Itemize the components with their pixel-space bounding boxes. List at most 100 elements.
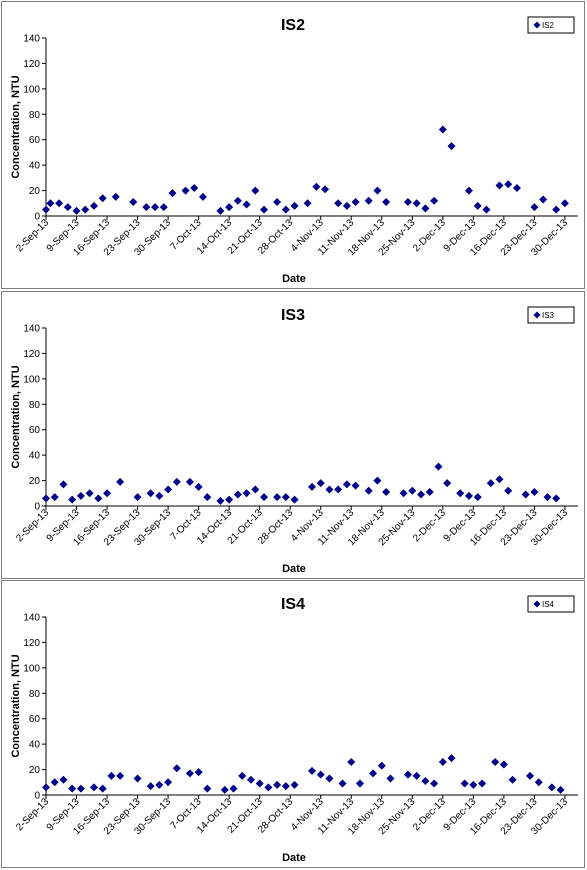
data-point	[382, 488, 391, 497]
data-point	[216, 496, 225, 505]
y-tick-label: 120	[23, 59, 40, 70]
data-point	[89, 201, 98, 210]
data-point	[351, 198, 360, 207]
data-point	[46, 199, 55, 208]
data-point	[172, 764, 181, 773]
data-point	[495, 475, 504, 484]
data-point	[233, 196, 242, 205]
x-axis-label: Date	[282, 563, 306, 575]
data-point	[185, 477, 194, 486]
data-point	[342, 480, 351, 489]
data-point	[194, 482, 203, 491]
data-point	[72, 206, 81, 215]
data-point	[59, 775, 68, 784]
data-point	[185, 769, 194, 778]
data-point	[364, 486, 373, 495]
data-point	[530, 203, 539, 212]
data-point	[155, 491, 164, 500]
y-tick-label: 60	[29, 135, 41, 146]
data-point	[164, 778, 173, 787]
data-point	[238, 771, 247, 780]
x-axis-label: Date	[282, 273, 306, 285]
data-point	[417, 490, 426, 499]
data-point	[430, 779, 439, 788]
data-point	[260, 493, 269, 502]
legend-marker	[533, 600, 541, 608]
y-tick-label: 100	[23, 663, 40, 674]
data-point	[438, 125, 447, 134]
y-tick-label: 140	[23, 324, 40, 335]
chart-is2: IS20204060801001201402-Sep-139-Sep-1316-…	[10, 16, 578, 285]
legend-label: IS4	[542, 600, 555, 609]
y-tick-label: 20	[29, 186, 41, 197]
data-point	[264, 783, 273, 792]
chart-panel-is4: IS4 0 20 40 60 80 100 120 140 2-Sep-13 9-Sep-13 16-…	[1, 580, 585, 868]
data-point	[425, 488, 434, 497]
data-point	[464, 186, 473, 195]
data-point	[421, 777, 430, 786]
data-point	[255, 779, 264, 788]
data-point	[251, 186, 260, 195]
data-point	[225, 495, 234, 504]
data-point	[382, 198, 391, 207]
y-tick-label: 80	[29, 110, 41, 121]
x-axis-label: Date	[282, 852, 306, 864]
data-point	[547, 783, 556, 792]
data-point	[499, 760, 508, 769]
y-tick-label: 60	[29, 714, 41, 725]
legend-box	[527, 595, 575, 613]
data-point	[172, 477, 181, 486]
legend-label: IS2	[542, 21, 555, 30]
data-point	[342, 201, 351, 210]
data-point	[486, 479, 495, 488]
data-point	[94, 494, 103, 503]
data-point	[521, 490, 530, 499]
data-point	[155, 780, 164, 789]
data-point	[281, 205, 290, 214]
data-point	[369, 769, 378, 778]
data-point	[338, 779, 347, 788]
data-point	[246, 775, 255, 784]
data-point	[203, 784, 212, 793]
data-point	[504, 486, 513, 495]
y-tick-label: 100	[23, 84, 40, 95]
data-point	[512, 184, 521, 193]
data-point	[55, 199, 64, 208]
legend: IS4	[527, 595, 575, 613]
y-axis-label: Concentration, NTU	[10, 365, 22, 468]
data-point	[98, 194, 107, 203]
data-point	[543, 493, 552, 502]
data-point	[434, 462, 443, 471]
data-point	[504, 180, 513, 189]
data-point	[526, 771, 535, 780]
y-tick-label: 80	[29, 689, 41, 700]
chart-title: IS4	[281, 596, 305, 613]
data-point	[473, 493, 482, 502]
data-point	[312, 182, 321, 191]
data-point	[552, 205, 561, 214]
y-tick-label: 120	[23, 638, 40, 649]
data-point	[225, 203, 234, 212]
data-point	[355, 779, 364, 788]
data-point	[456, 489, 465, 498]
y-tick-label: 100	[23, 374, 40, 385]
y-tick-label: 120	[23, 349, 40, 360]
data-point	[447, 754, 456, 763]
data-point	[495, 181, 504, 190]
data-point	[273, 780, 282, 789]
data-point	[447, 142, 456, 151]
data-point	[482, 205, 491, 214]
data-point	[373, 186, 382, 195]
data-point	[534, 778, 543, 787]
data-point	[399, 489, 408, 498]
data-point	[68, 495, 77, 504]
data-point	[377, 761, 386, 770]
data-point	[438, 757, 447, 766]
data-point	[89, 783, 98, 792]
data-point	[168, 189, 177, 198]
legend-label: IS3	[542, 311, 555, 320]
data-point	[242, 489, 251, 498]
data-point	[159, 203, 168, 212]
chart-is4: IS40204060801001201402-Sep-139-Sep-1316-…	[10, 595, 578, 864]
data-point	[59, 480, 68, 489]
